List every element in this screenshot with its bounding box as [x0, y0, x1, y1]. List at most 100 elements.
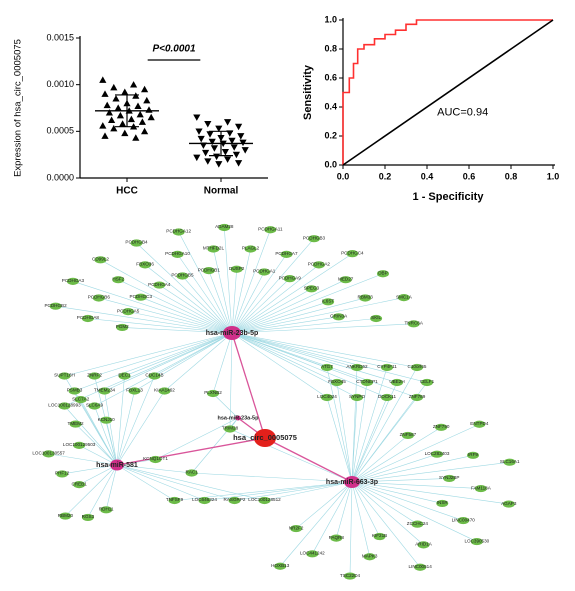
- target-label: ANKRD52: [346, 364, 368, 369]
- edge: [231, 332, 398, 383]
- data-point: [224, 156, 232, 163]
- edge: [351, 382, 368, 483]
- target-node: [59, 512, 72, 520]
- target-label: LOC100128512: [248, 497, 281, 502]
- target-node: [443, 474, 456, 483]
- y-tick-label: 1.0: [324, 14, 337, 24]
- y-tick-label: 0.8: [324, 43, 337, 53]
- target-node: [407, 320, 420, 328]
- target-label: SUPT16H: [54, 373, 75, 378]
- target-node: [312, 261, 325, 269]
- edge: [351, 397, 388, 483]
- target-label: KCNJ10: [98, 417, 116, 422]
- target-label: FBXL13: [126, 388, 143, 393]
- edge: [231, 264, 320, 334]
- edge: [351, 455, 474, 483]
- edge: [312, 481, 353, 554]
- data-point: [116, 111, 124, 119]
- target-label: MTHFD2L: [203, 246, 225, 251]
- edge: [116, 464, 192, 474]
- target-label: SLC16A1: [500, 459, 520, 464]
- target-node: [228, 496, 241, 505]
- data-point: [206, 131, 214, 138]
- target-label: PCDHGA12: [166, 229, 191, 234]
- edge: [164, 332, 233, 392]
- data-point: [204, 158, 212, 165]
- edge: [264, 481, 353, 501]
- target-label: PCDHGA4: [148, 282, 171, 287]
- target-label: LOC100130557: [32, 451, 65, 456]
- y-tick-label: 0.0005: [46, 126, 74, 136]
- target-node: [258, 496, 271, 505]
- edge: [87, 318, 233, 334]
- data-point: [224, 119, 232, 126]
- target-label: LINC00470: [452, 517, 476, 522]
- target-label: LOC100128993: [48, 403, 81, 408]
- mirna-label: hsa-miR-663-3p: [326, 479, 378, 486]
- target-node: [69, 420, 82, 428]
- target-node: [92, 294, 105, 302]
- y-axis-label: Expression of hsa_circ_0005075: [13, 39, 24, 177]
- target-label: PCDHGA1: [253, 269, 276, 274]
- circrna-label: hsa_circ_0005075: [233, 433, 297, 442]
- edge: [351, 481, 464, 521]
- edge: [351, 481, 481, 489]
- target-node: [81, 513, 94, 522]
- target-node: [351, 393, 363, 402]
- data-point: [134, 102, 142, 110]
- target-node: [421, 378, 433, 387]
- edge: [116, 464, 265, 501]
- edge: [212, 393, 239, 419]
- target-label: ZNRF2: [87, 373, 102, 378]
- data-point: [230, 144, 238, 151]
- target-node: [264, 226, 277, 234]
- mirna-node: [235, 415, 241, 421]
- edge: [212, 332, 233, 394]
- data-point: [215, 161, 223, 168]
- target-label: CDC14B: [145, 373, 163, 378]
- y-axis-label: Sensitivity: [302, 64, 314, 120]
- target-node: [158, 387, 171, 395]
- data-point: [141, 85, 149, 93]
- target-node: [417, 541, 430, 549]
- edge: [229, 332, 233, 430]
- target-label: TNFSF9: [166, 497, 184, 502]
- y-tick-label: 0.0: [324, 159, 337, 169]
- target-label: IL6ST: [322, 299, 334, 304]
- target-node: [307, 235, 320, 243]
- mirna-label: hsa-miR-23b-5p: [206, 330, 259, 337]
- data-point: [101, 132, 109, 139]
- x-tick-label: 1.0: [547, 171, 560, 181]
- target-node: [397, 294, 410, 302]
- target-node: [346, 250, 359, 258]
- edge: [65, 464, 118, 517]
- target-node: [339, 276, 352, 284]
- x-tick-label: 0.2: [379, 171, 392, 181]
- edge: [116, 464, 235, 501]
- target-node: [331, 378, 343, 387]
- target-label: SMC1A: [396, 294, 413, 299]
- edge: [64, 332, 233, 377]
- edge: [104, 390, 118, 466]
- target-node: [172, 228, 185, 236]
- edge: [351, 423, 480, 483]
- edge: [234, 481, 353, 501]
- data-point: [103, 101, 111, 109]
- edge: [231, 269, 237, 334]
- y-tick-label: 0.4: [324, 101, 337, 111]
- target-label: FBXO36: [136, 262, 154, 267]
- edge: [351, 397, 418, 483]
- edge: [75, 423, 118, 466]
- target-label: PCDHGC3: [130, 294, 153, 299]
- target-label: SLC7A2: [72, 396, 90, 401]
- target-node: [274, 562, 287, 570]
- edge: [116, 390, 135, 466]
- edge: [79, 464, 118, 485]
- edge: [326, 397, 353, 483]
- edge: [351, 481, 477, 542]
- circrna-node: [254, 429, 276, 447]
- data-point: [215, 125, 223, 133]
- x-tick-label: 0.6: [463, 171, 476, 181]
- target-node: [332, 313, 345, 321]
- edge: [231, 301, 329, 334]
